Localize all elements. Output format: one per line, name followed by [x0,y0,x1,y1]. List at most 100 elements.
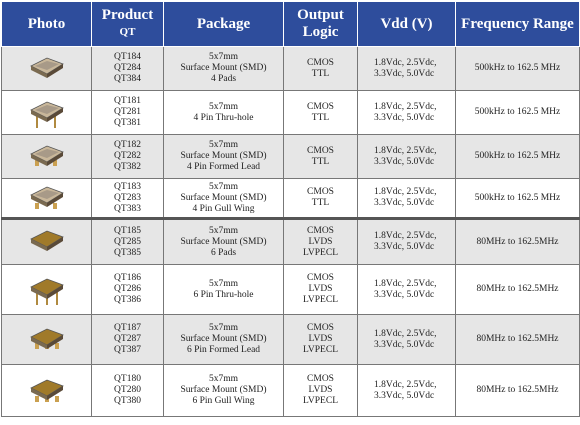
package-line: Surface Mount (SMD) [180,334,267,344]
package-line: Surface Mount (SMD) [180,385,267,395]
products-line: QT286 [114,284,141,294]
vdd-cell: 1.8Vdc, 2.5Vdc, 3.3Vdc, 5.0Vdc [357,264,456,315]
frequency-cell: 500kHz to 162.5 MHz [455,46,580,91]
vdd-cell: 1.8Vdc, 2.5Vdc, 3.3Vdc, 5.0Vdc [357,314,456,365]
products-line: QT381 [114,118,141,128]
column-header: Package [163,1,284,47]
logic-line: CMOS [307,57,334,68]
products-line: QT284 [114,63,141,73]
header-title: Frequency Range [461,15,574,32]
photo-cell [1,134,92,179]
header-title: Photo [27,15,66,32]
package-line: Surface Mount (SMD) [180,192,267,203]
logic-line: LVPECL [302,345,339,355]
package-cell: 5x7mm Surface Mount (SMD) 6 Pads [163,217,284,265]
logic-cell: CMOS TTL [283,134,358,179]
package-photo [29,145,64,166]
vdd-line: 3.3Vdc, 5.0Vdc [374,68,435,79]
package-line: 4 Pads [210,74,237,84]
vdd-line: 1.8Vdc, 2.5Vdc, [374,187,437,197]
products-line: QT287 [114,334,141,344]
logic-cell: CMOS TTL [283,90,358,135]
package-cell: 5x7mm 6 Pin Thru-hole [163,264,284,315]
photo-cell [1,314,92,365]
vdd-line: 3.3Vdc, 5.0Vdc [374,289,435,300]
products-cell: QT180 QT280 QT380 [91,364,164,417]
products-cell: QT181 QT281 QT381 [91,90,164,135]
package-line: Surface Mount (SMD) [180,63,267,73]
package-line: 6 Pin Formed Lead [186,345,261,355]
vdd-line: 3.3Vdc, 5.0Vdc [374,156,435,167]
products-cell: QT185 QT285 QT385 [91,217,164,265]
package-photo [29,379,64,402]
package-line: 5x7mm [208,225,239,236]
logic-line: TTL [311,198,330,208]
vdd-line: 1.8Vdc, 2.5Vdc, [374,379,437,390]
logic-cell: CMOS LVDS LVPECL [283,314,358,365]
logic-line: CMOS [307,273,334,283]
frequency-cell: 500kHz to 162.5 MHz [455,134,580,179]
package-line: Surface Mount (SMD) [180,151,267,161]
package-cell: 5x7mm Surface Mount (SMD) 4 Pin Formed Lea… [163,134,284,179]
photo-cell [1,90,92,135]
package-line: 5x7mm [208,101,239,112]
logic-line: CMOS [307,323,334,333]
products-line: QT385 [114,247,141,258]
logic-cell: CMOS LVDS LVPECL [283,217,358,265]
header-sub: QT [119,26,136,38]
frequency-cell: 500kHz to 162.5 MHz [455,90,580,135]
column-header: Output Logic [283,1,358,47]
logic-line: CMOS [307,374,334,384]
products-cell: QT184 QT284 QT384 [91,46,164,91]
vdd-line: 1.8Vdc, 2.5Vdc, [374,278,437,289]
table-row: QT182 QT282 QT382 5x7mm Surface Mount (SMD) 4… [1,134,580,179]
table-row: QT183 QT283 QT383 5x7mm Surface Mount (SMD) 4… [1,178,580,219]
products-line: QT181 [114,96,141,106]
products-line: QT280 [114,385,141,395]
vdd-cell: 1.8Vdc, 2.5Vdc, 3.3Vdc, 5.0Vdc [357,90,456,135]
table-row: QT180 QT280 QT380 5x7mm Surface Mount (SMD) 6… [1,364,580,417]
products-line: QT183 [114,181,141,192]
products-cell: QT187 QT287 QT387 [91,314,164,365]
vdd-line: 3.3Vdc, 5.0Vdc [374,339,435,350]
products-line: QT383 [114,203,141,214]
header-title: Output Logic [297,7,344,40]
package-photo [29,278,64,305]
table-row: QT187 QT287 QT387 5x7mm Surface Mount (SMD) 6… [1,314,580,365]
spec-table: Photo Product QT Package Output Logic Vdd (V)… [1,1,580,417]
package-line: 5x7mm [208,140,239,150]
header-title: Product [101,7,154,23]
header-row: Photo Product QT Package Output Logic Vdd (V)… [1,1,580,47]
frequency-cell: 80MHz to 162.5MHz [455,217,580,265]
package-line: 5x7mm [208,278,239,289]
photo-cell [1,46,92,91]
logic-line: LVDS [308,284,333,294]
package-cell: 5x7mm Surface Mount (SMD) 6 Pin Gull Wing [163,364,284,417]
package-line: 4 Pin Gull Wing [192,203,255,214]
frequency-cell: 80MHz to 162.5MHz [455,314,580,365]
column-header: Product QT [91,1,164,47]
vdd-line: 1.8Vdc, 2.5Vdc, [374,57,437,68]
header-title: Vdd (V) [380,15,433,32]
logic-line: LVPECL [302,247,339,258]
products-line: QT384 [114,74,141,84]
logic-line: TTL [311,68,330,79]
package-cell: 5x7mm Surface Mount (SMD) 4 Pin Gull Wing [163,178,284,219]
logic-line: LVDS [308,236,333,247]
table-row: QT184 QT284 QT384 5x7mm Surface Mount (SMD) 4… [1,46,580,91]
package-cell: 5x7mm 4 Pin Thru-hole [163,90,284,135]
photo-cell [1,217,92,265]
table-row: QT186 QT286 QT386 5x7mm 6 Pin Thru-hole CMOS L… [1,264,580,315]
vdd-line: 3.3Vdc, 5.0Vdc [374,242,435,252]
products-line: QT180 [114,374,141,384]
logic-cell: CMOS TTL [283,46,358,91]
logic-line: CMOS [307,225,334,236]
vdd-line: 3.3Vdc, 5.0Vdc [374,112,435,123]
vdd-line: 1.8Vdc, 2.5Vdc, [374,231,437,241]
vdd-line: 1.8Vdc, 2.5Vdc, [374,145,437,156]
logic-cell: CMOS LVDS LVPECL [283,264,358,315]
vdd-cell: 1.8Vdc, 2.5Vdc, 3.3Vdc, 5.0Vdc [357,134,456,179]
photo-cell [1,264,92,315]
package-photo [29,57,64,78]
